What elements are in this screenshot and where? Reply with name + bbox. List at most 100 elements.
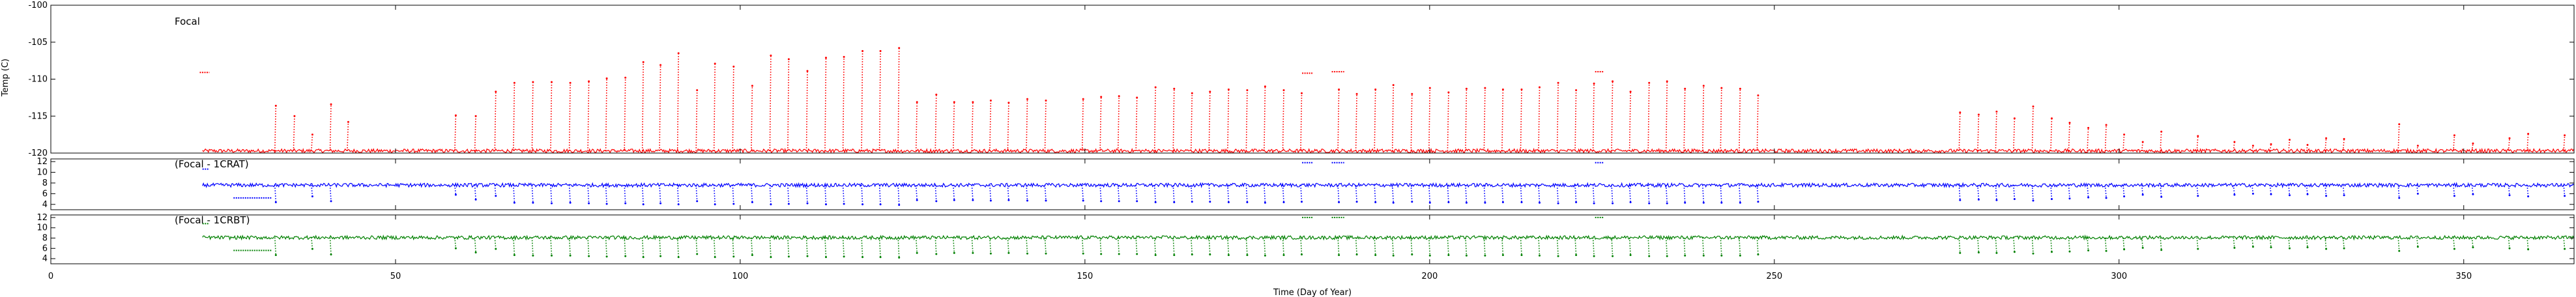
panel-0-event-peak-2 xyxy=(311,134,313,136)
panel-0-event-41 xyxy=(1135,97,1138,151)
panel-2-event-peak-27 xyxy=(898,257,901,259)
panel-2-event-peak-70 xyxy=(1720,254,1723,257)
panel-0-event-peak-77 xyxy=(1995,110,1998,113)
panel-1-ytick-label-2: 8 xyxy=(42,178,48,188)
panel-2-event-peak-4 xyxy=(474,251,477,254)
panel-1-event-25 xyxy=(861,185,863,205)
panel-2-event-peak-62 xyxy=(1575,254,1578,257)
panel-2-event-8 xyxy=(550,237,553,256)
panel-2-event-peak-81 xyxy=(2105,249,2107,252)
panel-2-event-peak-0 xyxy=(274,254,277,257)
panel-1-event-40 xyxy=(1153,185,1156,203)
panel-2-event-39 xyxy=(1135,237,1138,255)
panel-0-event-58 xyxy=(1465,89,1468,151)
panel-1-event-peak-8 xyxy=(551,202,553,205)
panel-0-event-9 xyxy=(531,81,534,151)
panel-2-event-73 xyxy=(1958,237,1961,253)
panel-0-event-peak-69 xyxy=(1666,80,1668,83)
panel-2-event-70 xyxy=(1720,237,1722,256)
panel-1-ytick-label-1: 6 xyxy=(42,189,48,199)
panel-1-event-peak-52 xyxy=(1392,201,1395,204)
panel-1-event-peak-81 xyxy=(2105,197,2107,199)
panel-1-event-94 xyxy=(2416,185,2419,194)
panel-2-event-peak-37 xyxy=(1100,253,1103,255)
panel-0-event-peak-67 xyxy=(1629,91,1632,93)
panel-1-event-peak-99 xyxy=(2564,195,2566,197)
panel-1-event-peak-24 xyxy=(843,203,845,205)
panel-0-event-peak-24 xyxy=(806,70,809,72)
panel-2-event-peak-58 xyxy=(1501,254,1504,257)
panel-2-title: (Focal - 1CRBT) xyxy=(175,214,250,226)
panel-1-event-peak-44 xyxy=(1227,201,1230,203)
panel-0-ytick-label-2: -110 xyxy=(28,75,48,85)
panel-2-event-peak-91 xyxy=(2325,248,2328,250)
panel-0-event-peak-53 xyxy=(1374,88,1377,91)
panel-1-event-peak-38 xyxy=(1118,200,1120,203)
panel-0-event-peak-40 xyxy=(1118,95,1120,98)
panel-1-event-1 xyxy=(311,185,313,197)
panel-1-event-55 xyxy=(1447,185,1449,203)
panel-2-event-peak-12 xyxy=(624,255,627,257)
panel-1-event-peak-30 xyxy=(953,199,955,201)
panel-2-event-peak-51 xyxy=(1374,254,1377,257)
panel-2-event-peak-31 xyxy=(972,251,974,254)
panel-0-event-peak-70 xyxy=(1684,87,1686,90)
panel-0-event-62 xyxy=(1538,87,1541,151)
panel-0-event-peak-60 xyxy=(1501,88,1504,91)
panel-2-event-peak-73 xyxy=(1959,251,1961,254)
panel-2-event-94 xyxy=(2416,237,2419,247)
panel-2-event-16 xyxy=(695,237,698,255)
panel-2-event-peak-79 xyxy=(2068,250,2071,253)
panel-1-event-peak-62 xyxy=(1575,201,1578,203)
panel-0-event-peak-22 xyxy=(770,54,772,57)
panel-1-event-peak-14 xyxy=(659,202,662,205)
panel-0-event-peak-48 xyxy=(1264,85,1266,88)
panel-1-event-59 xyxy=(1520,185,1522,203)
panel-0-event-peak-18 xyxy=(696,89,699,91)
panel-1-event-5 xyxy=(494,185,497,196)
x-tick-label-5: 250 xyxy=(1766,272,1782,281)
panel-1-event-13 xyxy=(641,185,644,205)
panel-1-event-peak-16 xyxy=(696,200,699,203)
panel-0-event-peak-26 xyxy=(843,55,845,58)
panel-2-event-peak-52 xyxy=(1392,254,1395,257)
panel-1-event-peak-76 xyxy=(2013,198,2016,201)
panel-0-event-peak-58 xyxy=(1465,87,1468,90)
panel-2-event-peak-36 xyxy=(1082,252,1084,255)
panel-0-event-30 xyxy=(915,102,918,151)
panel-2-event-1 xyxy=(311,237,313,249)
panel-2-event-peak-78 xyxy=(2051,251,2053,253)
panel-2-ytick-label-0: 4 xyxy=(42,254,48,264)
panel-0-event-31 xyxy=(934,94,937,151)
panel-0-event-peak-91 xyxy=(2289,139,2291,141)
panel-2-event-75 xyxy=(1995,237,1997,253)
panel-1-event-peak-63 xyxy=(1593,202,1595,205)
panel-0-event-83 xyxy=(2104,124,2107,151)
panel-2-event-peak-80 xyxy=(2087,249,2090,251)
panel-0-event-18 xyxy=(695,90,698,151)
panel-0-event-35 xyxy=(1007,102,1009,151)
panel-0-event-peak-92 xyxy=(2306,144,2309,146)
panel-0-event-4 xyxy=(347,122,349,151)
panel-2-event-13 xyxy=(641,237,644,257)
panel-1-event-peak-68 xyxy=(1684,201,1686,204)
x-tick-label-0: 0 xyxy=(48,272,53,281)
panel-0-event-peak-81 xyxy=(2068,122,2071,124)
panel-2-event-2 xyxy=(329,237,332,255)
panel-2-event-peak-18 xyxy=(732,255,735,258)
panel-2-event-peak-84 xyxy=(2160,249,2163,251)
panel-0-event-93 xyxy=(2324,138,2327,151)
panel-0-event-peak-29 xyxy=(898,47,901,50)
panel-0-event-peak-9 xyxy=(532,81,534,83)
panel-1-event-peak-50 xyxy=(1355,201,1358,203)
panel-0-event-77 xyxy=(1995,111,1997,151)
panel-0-event-peak-80 xyxy=(2051,117,2053,120)
panel-2-event-peak-75 xyxy=(1995,251,1998,254)
panel-2-event-peak-68 xyxy=(1684,254,1686,257)
panel-1-event-91 xyxy=(2324,185,2327,196)
panel-1-event-peak-93 xyxy=(2398,197,2401,199)
panel-2-event-peak-25 xyxy=(861,256,864,259)
panel-1-event-27 xyxy=(897,185,900,205)
panel-2-event-peak-14 xyxy=(659,255,662,257)
